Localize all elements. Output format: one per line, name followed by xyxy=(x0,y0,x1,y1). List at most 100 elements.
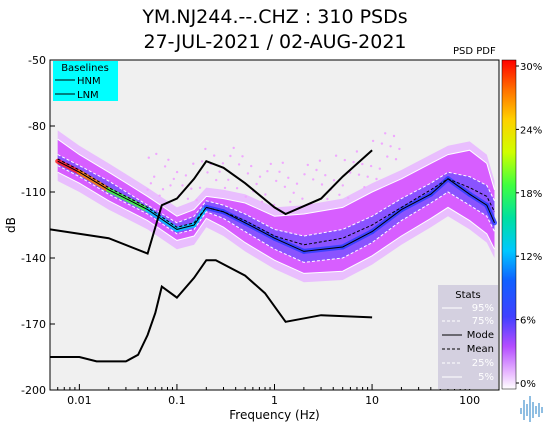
psd-sparse-dot xyxy=(155,152,158,156)
stats-legend: Stats 95% 75% Mode Mean 25% 5% xyxy=(438,285,498,389)
psd-sparse-dot xyxy=(246,172,250,175)
psd-sparse-dot xyxy=(392,134,396,138)
colorbar-tick-label: 0% xyxy=(520,379,536,390)
psd-sparse-dot xyxy=(303,173,306,176)
psd-sparse-dot xyxy=(215,178,218,182)
psd-sparse-dot xyxy=(278,170,281,173)
stat-curve-95pct xyxy=(57,138,495,217)
stats-legend-title: Stats xyxy=(455,290,481,301)
psd-sparse-dot xyxy=(255,182,258,186)
x-axis-label: Frequency (Hz) xyxy=(229,408,320,422)
psd-sparse-dot xyxy=(281,161,284,164)
psd-sparse-dot xyxy=(186,197,190,200)
psd-sparse-dot xyxy=(158,194,161,197)
psd-sparse-dot xyxy=(181,184,184,187)
psd-sparse-dot xyxy=(204,147,207,151)
psd-sparse-dot xyxy=(312,178,315,181)
colorbar-label: PSD PDF xyxy=(453,46,496,57)
stat-curve-25pct xyxy=(57,165,495,263)
x-tick-label: 100 xyxy=(459,394,480,407)
psd-sparse-dot xyxy=(190,187,193,190)
psd-sparse-dot xyxy=(275,179,278,183)
psd-sparse-dot xyxy=(153,175,156,178)
x-tick-label: 0.01 xyxy=(67,394,92,407)
legend-mode-label: Mode xyxy=(467,330,494,341)
psd-sparse-dot xyxy=(334,154,338,157)
psd-cloud-band xyxy=(57,139,495,274)
psd-sparse-dot xyxy=(386,155,389,158)
psd-sparse-dot xyxy=(332,179,336,182)
colorbar-tick-label: 30% xyxy=(520,62,542,73)
psd-sparse-dot xyxy=(306,163,309,167)
psd-sparse-dot xyxy=(167,158,170,161)
psd-sparse-dot xyxy=(213,154,216,157)
psd-sparse-dot xyxy=(260,200,264,203)
colorbar-scale xyxy=(501,59,517,390)
psd-sparse-dot xyxy=(283,185,287,188)
legend-hnm-label: HNM xyxy=(77,76,101,87)
psd-sparse-dot xyxy=(258,175,262,178)
psd-sparse-dot xyxy=(206,171,209,174)
psd-sparse-dot xyxy=(394,158,398,161)
y-tick-label: -170 xyxy=(21,318,46,331)
lnm-curve xyxy=(50,259,373,363)
psd-sparse-dot xyxy=(223,186,227,190)
psd-sparse-dot xyxy=(315,168,318,172)
psd-sparse-dot xyxy=(361,162,364,166)
y-axis-label: dB xyxy=(4,217,18,233)
stats-curves xyxy=(57,138,495,274)
psd-sparse-dot xyxy=(149,182,153,185)
psd-sparse-dot xyxy=(389,145,392,148)
psd-sparse-dot xyxy=(195,199,198,202)
psd-sparse-dot xyxy=(161,188,165,191)
stats-legend-box xyxy=(438,285,498,389)
psd-sparse-dot xyxy=(363,186,366,189)
psd-sparse-dot xyxy=(341,184,344,187)
psd-sparse-dot xyxy=(301,197,304,200)
psd-sparse-dot xyxy=(163,165,167,168)
psd-sparse-dot xyxy=(347,196,350,200)
psd-sparse-dot xyxy=(378,167,381,170)
psd-sparse-dot xyxy=(175,170,179,174)
psd-sparse-dot xyxy=(227,178,230,181)
psd-sparse-dot xyxy=(244,195,247,198)
psd-sparse-dot xyxy=(343,158,346,162)
baselines-legend: Baselines HNM LNM xyxy=(53,61,118,101)
legend-p5-label: 5% xyxy=(478,372,494,383)
x-tick-label: 0.1 xyxy=(168,394,186,407)
psd-sparse-dot xyxy=(287,176,290,179)
psd-sparse-dot xyxy=(229,154,232,158)
psd-sparse-dot xyxy=(169,184,172,187)
psd-sparse-dot xyxy=(352,160,355,164)
psd-sparse-dot xyxy=(357,173,361,176)
chart-subtitle: 27-JUL-2021 / 02-AUG-2021 xyxy=(143,31,407,53)
psd-sparse-dot xyxy=(232,146,235,150)
psd-sparse-dot xyxy=(241,155,244,158)
psd-sparse-dot xyxy=(295,182,299,185)
x-tick-label: 1 xyxy=(271,394,278,407)
x-tick-label: 10 xyxy=(365,394,379,407)
colorbar-tick-label: 18% xyxy=(520,189,542,200)
colorbar-tick-label: 6% xyxy=(520,316,536,327)
psd-sparse-dot xyxy=(380,142,384,145)
psd-sparse-dot xyxy=(398,147,401,151)
psd-sparse-dot xyxy=(366,175,369,178)
psd-sparse-dot xyxy=(221,162,225,165)
chart-title: YM.NJ244.--.CHZ : 310 PSDs xyxy=(142,6,408,28)
axes: -50 -80 -110 -140 -170 -200 0.01 0.1 1 10 100 Frequ… xyxy=(4,54,500,422)
psd-sparse-dot xyxy=(264,193,267,196)
psd-sparse-dot xyxy=(369,164,373,168)
legend-p25-label: 25% xyxy=(472,358,494,369)
psd-sparse-dot xyxy=(349,171,352,174)
psd-sparse-dot xyxy=(326,197,329,201)
psd-sparse-dot xyxy=(172,177,175,181)
psd-sparse-dot xyxy=(266,170,269,173)
psd-sparse-dot xyxy=(338,193,341,196)
colorbar: 30% 24% 18% 12% 6% 0% xyxy=(501,59,542,390)
psd-sparse-dot xyxy=(355,150,359,153)
y-tick-label: -140 xyxy=(21,252,46,265)
noise-model-curves xyxy=(50,149,373,363)
stat-curve-5pct xyxy=(57,171,495,274)
